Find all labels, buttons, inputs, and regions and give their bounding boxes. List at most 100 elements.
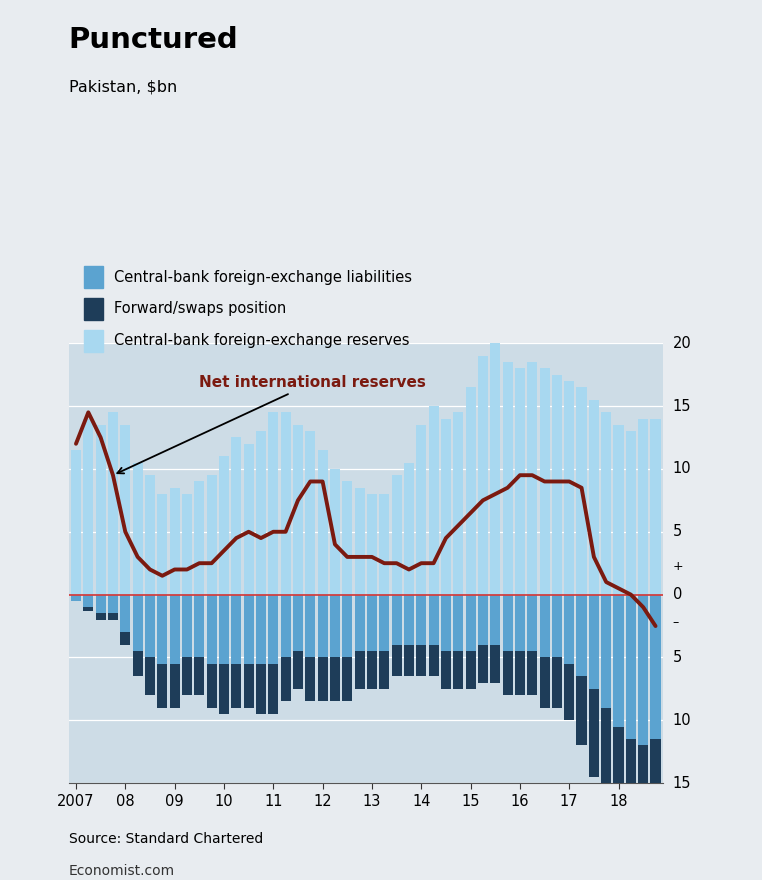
Bar bbox=[120, 633, 130, 645]
Text: 20: 20 bbox=[673, 335, 692, 351]
Text: Central-bank foreign-exchange reserves: Central-bank foreign-exchange reserves bbox=[114, 333, 410, 348]
Bar bbox=[589, 400, 599, 595]
Bar bbox=[441, 595, 451, 651]
Bar bbox=[354, 595, 365, 651]
Bar bbox=[342, 595, 352, 657]
Bar bbox=[564, 381, 575, 595]
Bar bbox=[330, 595, 340, 657]
Bar bbox=[354, 488, 365, 595]
Text: 5: 5 bbox=[673, 524, 682, 539]
Bar bbox=[466, 387, 475, 595]
Bar bbox=[318, 450, 328, 595]
Bar bbox=[539, 369, 549, 595]
Bar bbox=[552, 657, 562, 708]
Bar bbox=[268, 595, 278, 664]
Bar bbox=[367, 494, 377, 595]
Bar bbox=[626, 595, 636, 739]
Bar bbox=[404, 645, 414, 677]
Bar bbox=[83, 595, 94, 607]
Bar bbox=[170, 595, 180, 664]
Bar bbox=[490, 595, 501, 645]
Bar bbox=[293, 425, 303, 595]
Bar bbox=[527, 362, 537, 595]
Bar bbox=[379, 494, 389, 595]
Text: 10: 10 bbox=[673, 461, 691, 476]
Text: Forward/swaps position: Forward/swaps position bbox=[114, 301, 287, 317]
Bar bbox=[527, 595, 537, 651]
Bar bbox=[404, 463, 414, 595]
Bar bbox=[515, 369, 525, 595]
Bar bbox=[256, 664, 266, 714]
Text: +: + bbox=[673, 561, 684, 574]
Bar bbox=[306, 595, 315, 657]
Bar bbox=[589, 689, 599, 777]
Bar bbox=[194, 657, 204, 695]
Bar bbox=[170, 664, 180, 708]
Bar bbox=[231, 595, 242, 664]
Bar bbox=[638, 745, 648, 880]
Bar bbox=[182, 657, 192, 695]
Bar bbox=[244, 444, 254, 595]
Bar bbox=[490, 343, 501, 595]
Bar bbox=[478, 356, 488, 595]
Bar bbox=[428, 645, 439, 677]
Bar bbox=[428, 406, 439, 595]
Bar bbox=[601, 595, 611, 708]
Text: 15: 15 bbox=[673, 775, 691, 791]
Bar bbox=[367, 651, 377, 689]
Bar bbox=[182, 595, 192, 657]
Bar bbox=[108, 413, 118, 595]
Bar bbox=[145, 595, 155, 657]
Bar bbox=[145, 657, 155, 695]
Bar bbox=[601, 413, 611, 595]
Bar bbox=[145, 475, 155, 595]
Bar bbox=[133, 595, 142, 651]
Bar bbox=[416, 595, 426, 645]
Bar bbox=[564, 664, 575, 721]
Bar bbox=[157, 494, 168, 595]
Text: 15: 15 bbox=[673, 399, 691, 414]
Bar bbox=[502, 362, 513, 595]
Bar bbox=[379, 651, 389, 689]
Bar bbox=[219, 457, 229, 595]
Bar bbox=[231, 664, 242, 708]
Bar bbox=[219, 595, 229, 664]
Bar bbox=[577, 677, 587, 745]
Bar bbox=[219, 664, 229, 714]
Bar bbox=[207, 664, 216, 708]
Text: Central-bank foreign-exchange liabilities: Central-bank foreign-exchange liabilitie… bbox=[114, 269, 412, 285]
Bar bbox=[342, 481, 352, 595]
Bar bbox=[133, 651, 142, 677]
Bar bbox=[453, 413, 463, 595]
Bar bbox=[133, 463, 142, 595]
Bar bbox=[416, 645, 426, 677]
Bar bbox=[108, 595, 118, 613]
Bar bbox=[108, 613, 118, 620]
Text: Pakistan, $bn: Pakistan, $bn bbox=[69, 79, 177, 94]
Bar bbox=[539, 595, 549, 657]
Bar bbox=[638, 595, 648, 745]
Bar bbox=[207, 595, 216, 664]
Bar bbox=[354, 651, 365, 689]
Bar bbox=[330, 469, 340, 595]
Bar bbox=[564, 595, 575, 664]
Bar bbox=[577, 595, 587, 677]
Bar bbox=[651, 739, 661, 880]
Bar bbox=[194, 595, 204, 657]
Bar bbox=[515, 595, 525, 651]
Bar bbox=[95, 425, 106, 595]
Bar bbox=[120, 595, 130, 633]
Bar bbox=[256, 595, 266, 664]
Bar bbox=[626, 431, 636, 595]
Bar bbox=[268, 413, 278, 595]
Bar bbox=[613, 727, 623, 846]
Bar bbox=[280, 413, 290, 595]
Bar bbox=[330, 657, 340, 701]
Bar bbox=[280, 657, 290, 701]
Bar bbox=[83, 607, 94, 611]
Bar bbox=[207, 475, 216, 595]
Bar bbox=[651, 595, 661, 739]
Bar bbox=[367, 595, 377, 651]
Bar bbox=[306, 431, 315, 595]
Bar bbox=[157, 595, 168, 664]
